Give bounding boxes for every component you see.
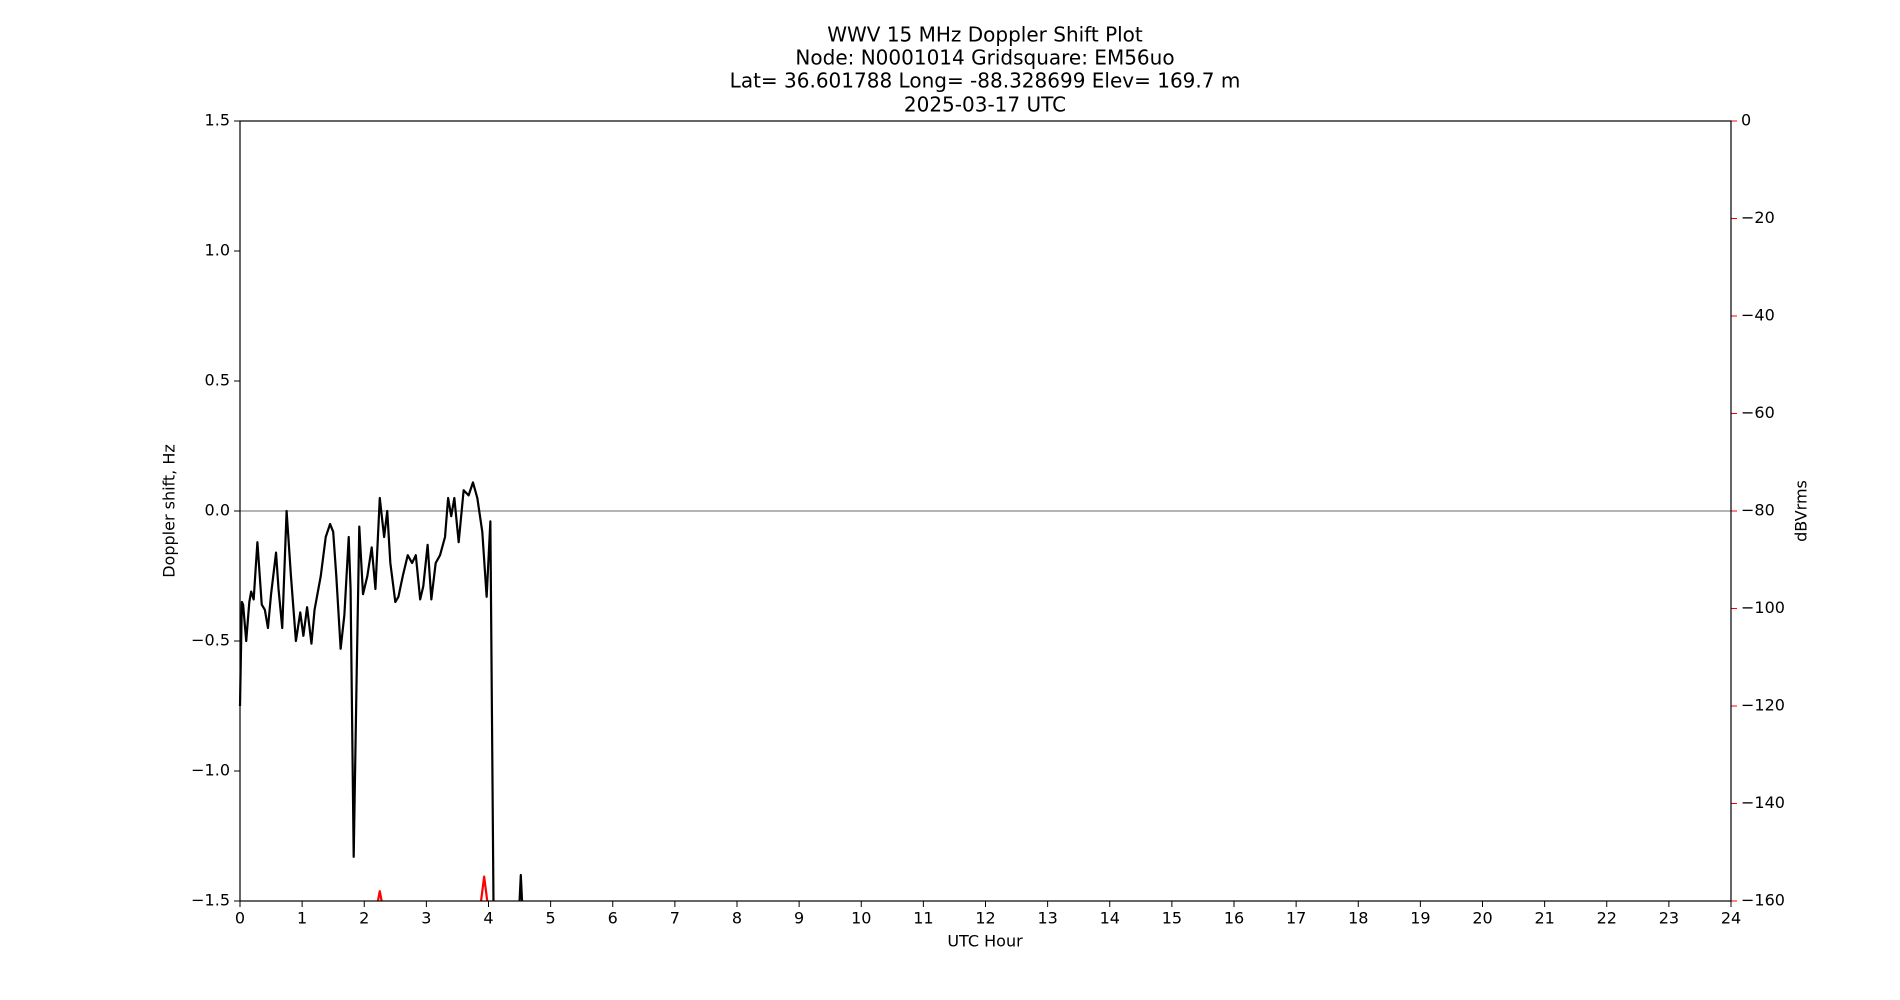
x-tick-label: 13 [1037,909,1057,928]
x-tick-label: 12 [975,909,995,928]
x-tick-label: 2 [359,909,369,928]
y-tick-label: 0.0 [205,501,230,520]
x-tick-label: 23 [1659,909,1679,928]
y-tick-label: −1.0 [191,761,230,780]
x-tick-label: 20 [1472,909,1492,928]
x-tick-label: 24 [1721,909,1741,928]
x-axis-label: UTC Hour [947,932,1023,951]
x-tick-label: 21 [1534,909,1554,928]
y2-tick-label: −80 [1741,501,1775,520]
chart-subtitle: 2025-03-17 UTC [904,93,1066,117]
chart-subtitle: Lat= 36.601788 Long= -88.328699 Elev= 16… [730,69,1241,93]
x-tick-label: 10 [851,909,871,928]
x-tick-label: 16 [1224,909,1244,928]
x-tick-label: 9 [794,909,804,928]
y-tick-label: 0.5 [205,371,230,390]
x-tick-label: 1 [297,909,307,928]
x-tick-label: 0 [235,909,245,928]
y2-tick-label: 0 [1741,111,1751,130]
y-tick-label: 1.0 [205,241,230,260]
y2-tick-label: −40 [1741,306,1775,325]
y-tick-label: 1.5 [205,111,230,130]
x-tick-label: 17 [1286,909,1306,928]
y2-tick-label: −140 [1741,793,1785,812]
y-axis-label: Doppler shift, Hz [160,444,179,578]
y2-tick-label: −20 [1741,208,1775,227]
x-tick-label: 15 [1162,909,1182,928]
x-tick-label: 5 [546,909,556,928]
y2-tick-label: −160 [1741,891,1785,910]
data-line [518,873,524,902]
x-tick-label: 22 [1597,909,1617,928]
x-tick-label: 3 [421,909,431,928]
x-tick-label: 18 [1348,909,1368,928]
x-tick-label: 8 [732,909,742,928]
x-tick-label: 7 [670,909,680,928]
y2-tick-label: −100 [1741,598,1785,617]
data-line [376,890,383,902]
y2-axis-label: dBVrms [1792,480,1811,542]
plot-frame [239,120,1732,902]
y-tick-label: −1.5 [191,891,230,910]
x-tick-label: 4 [483,909,493,928]
y2-tick-label: −60 [1741,403,1775,422]
x-tick-label: 6 [608,909,618,928]
data-line [479,875,489,902]
data-line [238,481,495,902]
chart-subtitle: Node: N0001014 Gridsquare: EM56uo [795,46,1174,70]
x-tick-label: 14 [1100,909,1120,928]
y2-tick-label: −120 [1741,696,1785,715]
y-tick-label: −0.5 [191,631,230,650]
chart-title: WWV 15 MHz Doppler Shift Plot [827,23,1143,47]
x-tick-label: 19 [1410,909,1430,928]
x-tick-label: 11 [913,909,933,928]
